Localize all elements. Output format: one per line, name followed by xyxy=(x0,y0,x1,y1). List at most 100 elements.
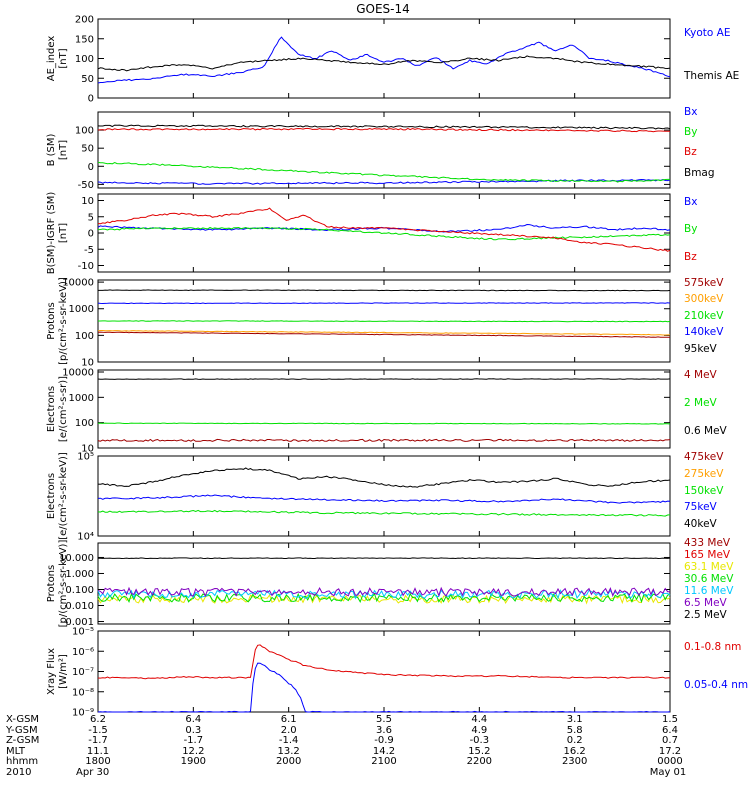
legend-entry: Themis AE xyxy=(683,70,739,82)
panel-8: 10⁻⁹ 10⁻⁸ 10⁻⁷ 10⁻⁶ 10⁻⁵ Xray Flux [W/m²] 0.1-0… xyxy=(46,627,748,719)
y-axis-unit: [nT] xyxy=(58,48,69,68)
table-cell: 16.2 xyxy=(564,746,586,757)
series-line-210kev xyxy=(98,320,671,323)
table-row-label: 2010 xyxy=(6,767,31,778)
panel-frame xyxy=(97,630,671,713)
table-cell: -1.5 xyxy=(88,725,108,736)
table-row-label: Y-GSM xyxy=(5,725,38,736)
y-tick-label: 10.000 xyxy=(59,553,94,564)
y-axis-label: B(SM)-IGRF (SM) xyxy=(46,192,57,275)
series-line-6-5-mev xyxy=(97,586,671,598)
y-tick-label: 10⁻⁵ xyxy=(72,627,94,638)
legend-entry: 0.05-0.4 nm xyxy=(684,679,748,691)
y-tick-label: 0 xyxy=(88,94,94,105)
table-cell: 15.2 xyxy=(468,746,490,757)
table-row-label: MLT xyxy=(6,746,26,757)
y-tick-label: 10⁻⁶ xyxy=(72,647,94,658)
table-cell: Apr 30 xyxy=(76,767,109,778)
table-cell: 3.1 xyxy=(567,714,583,725)
series-line-by xyxy=(97,226,671,241)
series-line-bz xyxy=(97,127,671,133)
y-tick-label: 10⁵ xyxy=(77,452,94,463)
series-line-75kev xyxy=(97,494,671,504)
panel-2: -50 0 50 100 B (SM) [nT] Bx By Bz Bmag xyxy=(46,106,715,191)
y-tick-label: 100 xyxy=(75,54,94,65)
legend-entry: 95keV xyxy=(684,343,718,355)
series-line-bmag xyxy=(97,124,671,130)
table-cell: 1800 xyxy=(85,756,110,767)
legend-entry: 300keV xyxy=(684,293,724,305)
y-tick-label: 10000 xyxy=(62,278,94,289)
table-cell: 6.4 xyxy=(662,725,678,736)
legend-entry: 75keV xyxy=(684,501,718,513)
table-cell: 1.5 xyxy=(662,714,678,725)
y-tick-label: 5 xyxy=(88,212,94,223)
y-tick-label: 10⁴ xyxy=(77,532,94,543)
table-cell: 1900 xyxy=(181,756,206,767)
y-tick-label: 1.000 xyxy=(65,569,94,580)
series-line-0-05-0-4-nm xyxy=(97,662,671,713)
legend-entry: By xyxy=(684,126,697,138)
y-tick-label: 0 xyxy=(88,162,94,173)
table-cell: -0.9 xyxy=(374,735,394,746)
y-tick-label: -50 xyxy=(78,180,94,191)
y-tick-label: 200 xyxy=(75,15,94,26)
table-cell: 11.1 xyxy=(87,746,109,757)
y-tick-label: 0.010 xyxy=(65,601,94,612)
y-axis-label: Xray Flux xyxy=(46,648,57,695)
series-line-575kev xyxy=(97,331,671,338)
table-cell: 17.2 xyxy=(659,746,681,757)
panel-frame xyxy=(97,111,671,189)
y-axis-unit: [e/(cm²-s-sr)] xyxy=(58,376,69,442)
legend-entry: 11.6 MeV xyxy=(684,585,734,597)
table-cell: 4.4 xyxy=(471,714,487,725)
legend-entry: 150keV xyxy=(684,485,724,497)
series-line-4-mev xyxy=(97,438,671,442)
y-tick-label: -5 xyxy=(84,245,94,256)
legend-entry: 2 MeV xyxy=(684,397,718,409)
y-tick-label: 10⁻⁹ xyxy=(72,708,94,719)
panel-3: -10 -5 0 5 10 B(SM)-IGRF (SM) [nT] Bx By Bz xyxy=(46,192,697,275)
panel-4: 10 100 1000 10000 Protons [p/(cm²-s-sr-keV)] 5… xyxy=(46,277,724,369)
x-axis-table: X-GSMY-GSMZ-GSMMLThhmm20106.2-1.5-1.711.… xyxy=(5,714,686,778)
table-cell: May 01 xyxy=(650,767,687,778)
table-cell: -0.3 xyxy=(470,735,490,746)
legend-entry: Bmag xyxy=(684,167,715,179)
table-cell: 3.6 xyxy=(376,725,392,736)
table-cell: 2.0 xyxy=(281,725,297,736)
legend-entry: 165 MeV xyxy=(684,549,731,561)
series-line-300kev xyxy=(97,330,670,336)
series-line-95kev xyxy=(98,289,671,292)
legend-entry: Bx xyxy=(684,106,697,118)
table-cell: 5.5 xyxy=(376,714,392,725)
panel-1: 0 50 100 150 200 AE_index [nT] Kyoto AE Themis A… xyxy=(46,15,739,105)
y-axis-unit: [p/(cm²-s-sr-keV)] xyxy=(58,277,69,365)
series-line-0-6-mev xyxy=(97,378,671,380)
y-axis-label: Protons xyxy=(46,302,57,339)
y-tick-label: 50 xyxy=(81,74,94,85)
series-line-40kev xyxy=(97,467,671,488)
series-line-2-5-mev xyxy=(97,557,671,560)
y-tick-label: 0.100 xyxy=(65,585,94,596)
series-line-bz xyxy=(97,207,671,252)
legend-entry: Bx xyxy=(684,196,697,208)
y-tick-label: 1000 xyxy=(69,393,94,404)
panel-5: 10 100 1000 10000 Electrons [e/(cm²-s-sr)] 4 M… xyxy=(46,368,728,455)
y-tick-label: 0 xyxy=(88,229,94,240)
series-line-2-mev xyxy=(97,422,671,425)
y-tick-label: 1000 xyxy=(69,304,94,315)
legend-entry: 40keV xyxy=(684,518,718,530)
y-tick-label: 100 xyxy=(75,418,94,429)
y-axis-unit: [nT] xyxy=(58,140,69,160)
table-cell: 6.1 xyxy=(281,714,297,725)
legend-entry: 275keV xyxy=(684,468,724,480)
table-cell: 14.2 xyxy=(373,746,395,757)
legend-entry: 2.5 MeV xyxy=(684,609,728,621)
legend-entry: Bz xyxy=(684,146,697,158)
legend-entry: By xyxy=(684,223,697,235)
series-line-150kev xyxy=(97,509,671,517)
y-axis-unit: [p/(cm²-s-sr-keV)] xyxy=(58,540,69,628)
